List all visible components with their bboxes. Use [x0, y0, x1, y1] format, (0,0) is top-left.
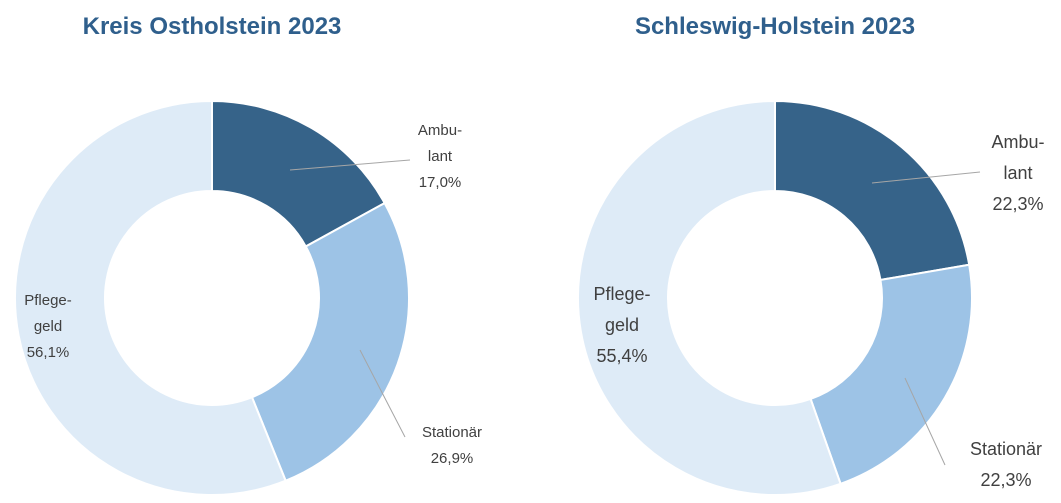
category-label: Stationär — [422, 424, 482, 441]
label-line: Stationär — [970, 439, 1042, 459]
donut-segment — [250, 201, 410, 483]
donut-segment — [14, 99, 287, 496]
label-line: geld — [605, 315, 639, 335]
category-label: Stationär — [970, 439, 1042, 459]
label-line: Ambu- — [991, 132, 1044, 152]
value-label: 22,3% — [980, 470, 1031, 490]
leader-line — [871, 171, 981, 184]
label-line: Pflege- — [593, 284, 650, 304]
donut-segment — [774, 99, 971, 282]
value-label: 22,3% — [992, 194, 1043, 214]
donut-segment — [809, 263, 973, 486]
label-line: geld — [34, 318, 62, 335]
value-label: 26,9% — [431, 450, 474, 467]
label-line: lant — [1003, 163, 1032, 183]
label-line: Pflege- — [24, 292, 72, 309]
leader-line — [289, 159, 411, 171]
category-label: Pflege-geld — [593, 284, 650, 335]
label-line: lant — [428, 148, 453, 165]
leader-line — [904, 377, 946, 466]
chart-title: Schleswig-Holstein 2023 — [635, 13, 915, 40]
label-line: Ambu- — [418, 122, 462, 139]
value-label: 56,1% — [27, 344, 70, 361]
leader-line — [359, 349, 406, 438]
donut-segment — [577, 99, 842, 496]
category-label: Pflege-geld — [24, 292, 72, 335]
value-label: 55,4% — [596, 346, 647, 366]
chart-title: Kreis Ostholstein 2023 — [83, 13, 342, 40]
category-label: Ambu-lant — [991, 132, 1044, 183]
category-label: Ambu-lant — [418, 122, 462, 165]
label-line: Stationär — [422, 424, 482, 441]
value-label: 17,0% — [419, 174, 462, 191]
